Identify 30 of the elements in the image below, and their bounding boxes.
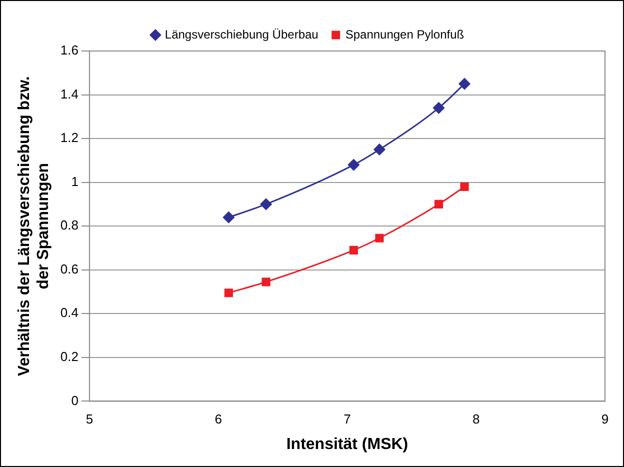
legend-label: Längsverschiebung Überbau bbox=[164, 27, 318, 42]
point bbox=[432, 102, 444, 114]
y-tick-label: 0.6 bbox=[60, 261, 78, 276]
x-tick-label: 6 bbox=[214, 412, 222, 427]
point bbox=[348, 159, 360, 171]
legend-label: Spannungen Pylonfuß bbox=[345, 27, 464, 42]
y-tick-label: 1.2 bbox=[60, 130, 78, 146]
y-tick-label: 1.6 bbox=[60, 42, 78, 58]
point bbox=[349, 246, 358, 254]
y-tick-label: 1 bbox=[71, 174, 78, 189]
x-tick-label: 5 bbox=[86, 412, 94, 427]
point bbox=[262, 278, 270, 286]
point bbox=[375, 234, 384, 242]
point bbox=[434, 200, 444, 208]
point bbox=[374, 144, 386, 156]
y-tick-label: 0.2 bbox=[60, 349, 78, 364]
y-axis-title: Verhältnis der Längsverschiebung bzw. der Spannungen bbox=[16, 76, 52, 376]
x-tick-label: 7 bbox=[344, 412, 351, 427]
point bbox=[460, 182, 469, 191]
point bbox=[222, 212, 234, 224]
y-tick-label: 1.4 bbox=[60, 86, 78, 102]
x-tick-label: 8 bbox=[472, 412, 480, 427]
y-tick-label: 0.8 bbox=[60, 218, 78, 233]
point bbox=[224, 288, 233, 298]
y-tick-label: 0.4 bbox=[60, 305, 78, 320]
point bbox=[260, 198, 272, 210]
point bbox=[458, 78, 470, 90]
x-tick-label: 9 bbox=[601, 412, 609, 427]
y-tick-label: 0 bbox=[71, 392, 78, 408]
x-axis-title: Intensität (MSK) bbox=[286, 436, 408, 453]
